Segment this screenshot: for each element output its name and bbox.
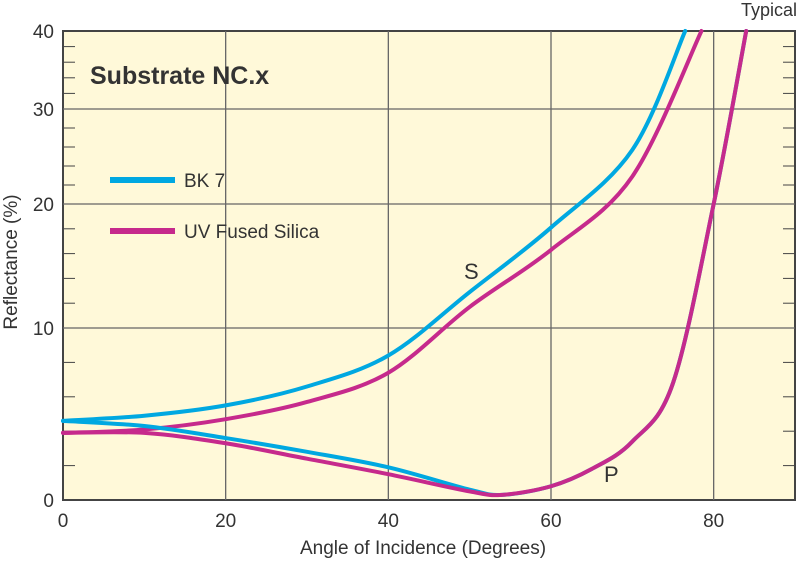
series-line-uv-fused-silica-p <box>61 29 749 498</box>
x-tick-label: 20 <box>215 511 236 532</box>
chart-title: Substrate NC.x <box>90 62 269 90</box>
y-tick-label: 20 <box>33 195 54 216</box>
x-tick-label: 0 <box>58 511 69 532</box>
annotation-s: S <box>464 259 479 284</box>
series-line-bk-7-s <box>61 29 688 423</box>
legend-label-bk7: BK 7 <box>184 171 225 192</box>
series-line-uv-fused-silica-s <box>61 29 704 435</box>
x-tick-label: 40 <box>378 511 399 532</box>
corner-label: Typical <box>741 0 797 20</box>
y-tick-label: 0 <box>43 491 54 512</box>
legend: BK 7 UV Fused Silica <box>110 171 320 243</box>
annotation-p: P <box>604 462 619 487</box>
y-tick-label: 10 <box>33 319 54 340</box>
legend-label-uv-fused-silica: UV Fused Silica <box>184 222 320 243</box>
x-tick-label: 60 <box>540 511 561 532</box>
y-tick-label: 30 <box>33 100 54 121</box>
x-axis-label: Angle of Incidence (Degrees) <box>300 538 546 559</box>
y-tick-label: 40 <box>33 22 54 43</box>
y-axis-label: Reflectance (%) <box>1 194 22 329</box>
x-tick-label: 80 <box>703 511 724 532</box>
